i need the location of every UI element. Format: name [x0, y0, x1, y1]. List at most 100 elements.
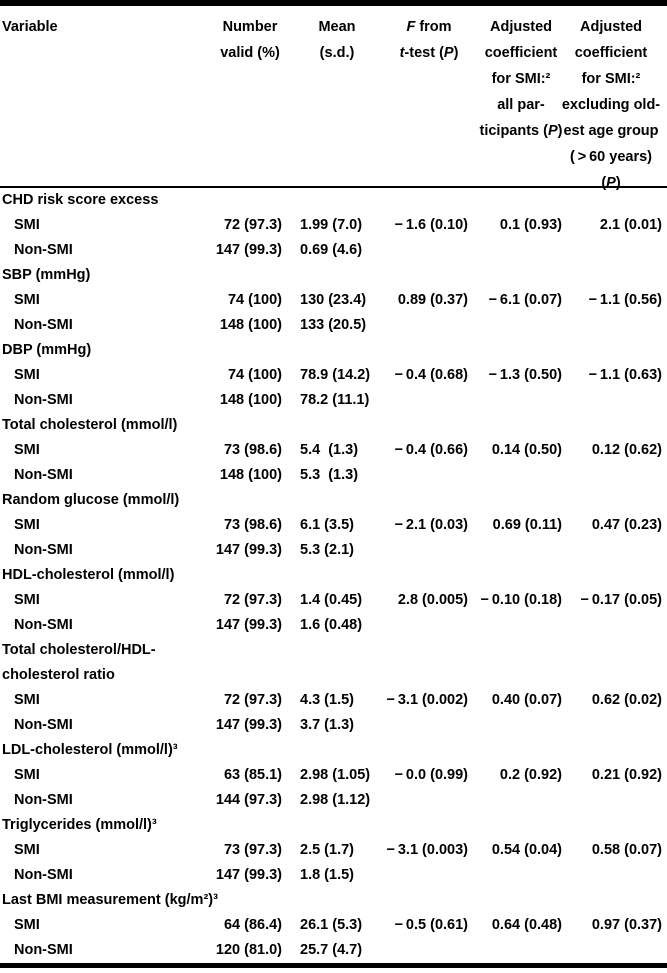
cell-coef-all-participants: 0.14 (0.50)	[491, 442, 562, 458]
header-line: ( > 60 years)	[570, 149, 652, 165]
variable-group-label: CHD risk score excess	[2, 192, 159, 208]
cell-number-valid: 63 (85.1)	[223, 767, 282, 783]
cell-coef-all-participants: 0.1 (0.93)	[499, 217, 562, 233]
data-row: SMI 63 (85.1) 2.98 (1.05) − 0.0 (0.99) 0.2 (…	[0, 763, 667, 788]
cell-mean-sd: 78.2 (11.1)	[300, 392, 370, 408]
row-label: SMI	[14, 367, 40, 383]
column-header-f-t-test: F from t-test (P)	[372, 14, 486, 66]
cell-f-t-test: − 2.1 (0.03)	[394, 517, 468, 533]
data-row: SMI 74 (100) 78.9 (14.2) − 0.4 (0.68) − 1.3 …	[0, 363, 667, 388]
header-line: (P)	[601, 175, 621, 191]
header-line: F from	[406, 19, 452, 35]
header-line: Adjusted	[579, 19, 643, 35]
header-line: ticipants (P)	[479, 123, 563, 139]
variable-group-label: HDL-cholesterol (mmol/l)	[2, 567, 175, 583]
cell-number-valid: 72 (97.3)	[223, 592, 282, 608]
variable-group-row: Triglycerides (mmol/l)³	[0, 813, 667, 838]
header-line: valid (%)	[220, 45, 280, 61]
cell-coef-excluding-oldest: 0.12 (0.62)	[591, 442, 662, 458]
data-row: Non-SMI 148 (100) 5.3 (1.3)	[0, 463, 667, 488]
table-bottom-rule	[0, 963, 667, 968]
cell-f-t-test: − 0.5 (0.61)	[394, 917, 468, 933]
cell-f-t-test: 0.89 (0.37)	[397, 292, 468, 308]
variable-group-row: DBP (mmHg)	[0, 338, 667, 363]
cell-number-valid: 147 (99.3)	[215, 542, 282, 558]
cell-f-t-test: − 3.1 (0.002)	[386, 692, 469, 708]
data-row: Non-SMI 147 (99.3) 0.69 (4.6)	[0, 238, 667, 263]
cell-f-t-test: − 3.1 (0.003)	[386, 842, 469, 858]
header-line: for SMI:²	[491, 71, 551, 87]
data-row: Non-SMI 148 (100) 133 (20.5)	[0, 313, 667, 338]
cell-mean-sd: 78.9 (14.2)	[300, 367, 371, 383]
column-header-number-valid: Number valid (%)	[193, 14, 307, 66]
column-header-coef-excluding-oldest: Adjusted coefficient for SMI:² excluding…	[556, 14, 666, 196]
variable-group-label: Random glucose (mmol/l)	[2, 492, 180, 508]
row-label: SMI	[14, 842, 40, 858]
row-label: SMI	[14, 442, 40, 458]
row-label: Non-SMI	[14, 242, 73, 258]
cell-number-valid: 147 (99.3)	[215, 617, 282, 633]
header-line: t-test (P)	[399, 45, 459, 61]
row-label: Non-SMI	[14, 792, 73, 808]
header-line: Adjusted	[489, 19, 553, 35]
cell-coef-all-participants: − 1.3 (0.50)	[488, 367, 562, 383]
data-row: Non-SMI 147 (99.3) 3.7 (1.3)	[0, 713, 667, 738]
cell-number-valid: 73 (98.6)	[223, 442, 282, 458]
column-header-mean-sd: Mean (s.d.)	[280, 14, 394, 66]
row-label: SMI	[14, 917, 40, 933]
cell-mean-sd: 2.98 (1.05)	[300, 767, 371, 783]
cell-mean-sd: 2.5 (1.7)	[300, 842, 354, 858]
data-row: Non-SMI 144 (97.3) 2.98 (1.12)	[0, 788, 667, 813]
data-row: Non-SMI 120 (81.0) 25.7 (4.7)	[0, 938, 667, 963]
cell-mean-sd: 5.4 (1.3)	[300, 442, 359, 458]
row-label: Non-SMI	[14, 717, 73, 733]
column-header-coef-all-participants: Adjusted coefficient for SMI:² all par- …	[458, 14, 584, 144]
variable-group-row: Total cholesterol (mmol/l)	[0, 413, 667, 438]
cell-mean-sd: 1.6 (0.48)	[300, 617, 363, 633]
cell-number-valid: 74 (100)	[227, 367, 282, 383]
cell-f-t-test: − 0.0 (0.99)	[394, 767, 468, 783]
cell-coef-all-participants: 0.64 (0.48)	[491, 917, 562, 933]
variable-group-label: Total cholesterol (mmol/l)	[2, 417, 178, 433]
data-row: SMI 72 (97.3) 1.4 (0.45) 2.8 (0.005) − 0.10 …	[0, 588, 667, 613]
variable-group-row: HDL-cholesterol (mmol/l)	[0, 563, 667, 588]
cell-number-valid: 72 (97.3)	[223, 217, 282, 233]
header-line: excluding old-	[561, 97, 661, 113]
header-divider-rule	[0, 186, 667, 188]
variable-group-row: Random glucose (mmol/l)	[0, 488, 667, 513]
variable-group-row: LDL-cholesterol (mmol/l)³	[0, 738, 667, 763]
cell-number-valid: 148 (100)	[219, 467, 282, 483]
row-label: Non-SMI	[14, 392, 73, 408]
cell-mean-sd: 26.1 (5.3)	[300, 917, 363, 933]
cell-mean-sd: 5.3 (2.1)	[300, 542, 354, 558]
cell-coef-excluding-oldest: 2.1 (0.01)	[599, 217, 662, 233]
cell-mean-sd: 3.7 (1.3)	[300, 717, 354, 733]
row-label: SMI	[14, 692, 40, 708]
cell-coef-excluding-oldest: 0.97 (0.37)	[591, 917, 662, 933]
table-top-rule	[0, 0, 667, 6]
variable-group-label: Triglycerides (mmol/l)³	[2, 817, 157, 833]
data-row: SMI 73 (98.6) 6.1 (3.5) − 2.1 (0.03) 0.69 (0…	[0, 513, 667, 538]
cell-coef-excluding-oldest: − 1.1 (0.63)	[588, 367, 662, 383]
cell-mean-sd: 0.69 (4.6)	[300, 242, 363, 258]
data-row: Non-SMI 147 (99.3) 1.8 (1.5)	[0, 863, 667, 888]
data-row: Non-SMI 147 (99.3) 5.3 (2.1)	[0, 538, 667, 563]
cell-mean-sd: 133 (20.5)	[300, 317, 367, 333]
cell-coef-all-participants: 0.40 (0.07)	[491, 692, 562, 708]
cell-number-valid: 74 (100)	[227, 292, 282, 308]
cell-number-valid: 147 (99.3)	[215, 867, 282, 883]
cell-coef-all-participants: − 0.10 (0.18)	[480, 592, 563, 608]
row-label: SMI	[14, 217, 40, 233]
cell-coef-all-participants: − 6.1 (0.07)	[488, 292, 562, 308]
data-row: SMI 72 (97.3) 1.99 (7.0) − 1.6 (0.10) 0.1 (0…	[0, 213, 667, 238]
data-row: Non-SMI 148 (100) 78.2 (11.1)	[0, 388, 667, 413]
cell-f-t-test: − 0.4 (0.66)	[394, 442, 468, 458]
cell-mean-sd: 1.99 (7.0)	[300, 217, 363, 233]
table-header: Variable Number valid (%) Mean (s.d.) F …	[0, 6, 667, 191]
header-line: Number	[222, 19, 278, 35]
header-line: Variable	[2, 19, 58, 35]
cell-f-t-test: − 0.4 (0.68)	[394, 367, 468, 383]
cell-mean-sd: 4.3 (1.5)	[300, 692, 354, 708]
cell-coef-excluding-oldest: 0.47 (0.23)	[591, 517, 662, 533]
data-row: SMI 64 (86.4) 26.1 (5.3) − 0.5 (0.61) 0.64 (…	[0, 913, 667, 938]
